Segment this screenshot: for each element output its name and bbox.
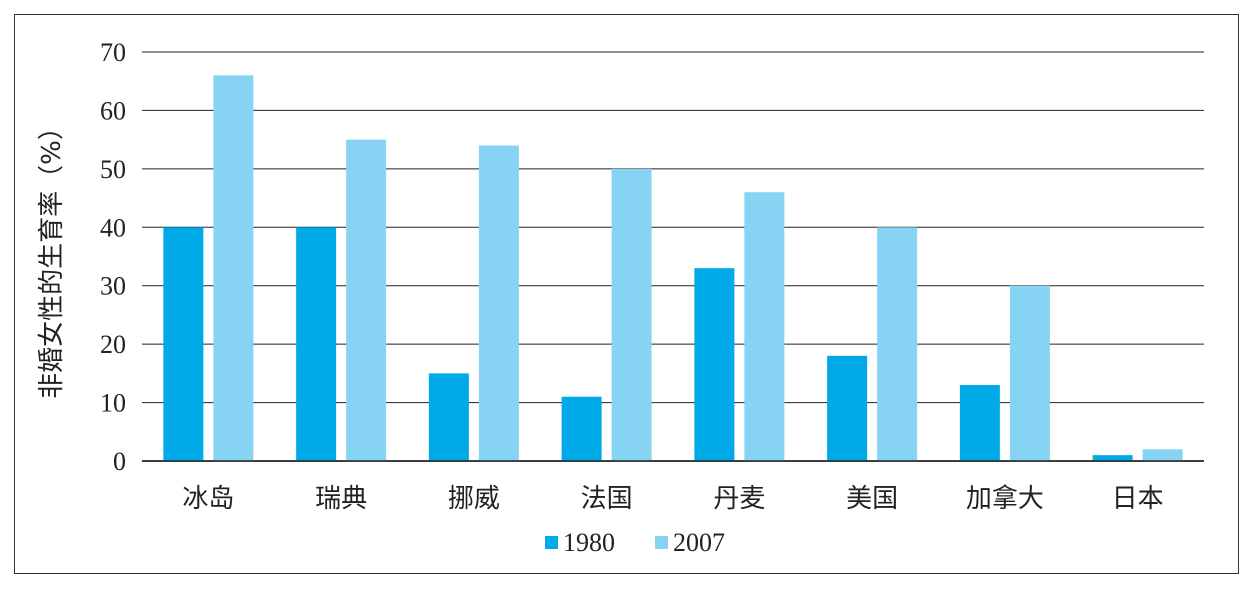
bar-2007-1 (213, 75, 254, 461)
bar-2007-3 (478, 145, 519, 461)
bar-1980-8 (1092, 455, 1133, 461)
y-tick-label: 30 (100, 272, 126, 301)
bar-1980-3 (428, 373, 469, 461)
y-tick-label: 50 (100, 155, 126, 184)
x-category-label: 日本 (1112, 484, 1164, 514)
x-category-label: 冰岛 (182, 484, 234, 514)
bar-2007-8 (1142, 449, 1183, 461)
x-category-label: 美国 (846, 484, 898, 514)
legend-swatch (545, 536, 558, 549)
y-tick-label: 70 (100, 38, 126, 67)
bar-1980-4 (561, 396, 602, 461)
bar-1980-2 (296, 227, 337, 461)
y-tick-label: 60 (100, 96, 126, 125)
y-tick-label: 0 (113, 447, 126, 476)
x-category-label: 加拿大 (966, 484, 1044, 514)
y-axis-title: 非婚女性的生育率（%） (37, 114, 67, 399)
bar-2007-2 (346, 139, 387, 461)
x-category-label: 丹麦 (713, 484, 765, 514)
bar-2007-7 (1009, 285, 1050, 461)
legend: 1980 2007 (545, 528, 725, 557)
bar-2007-5 (744, 192, 785, 461)
category-labels: 冰岛 瑞典 挪威 法国 丹麦 美国 加拿大 日本 (182, 484, 1163, 514)
y-tick-label: 10 (100, 389, 126, 418)
x-category-label: 瑞典 (315, 484, 367, 514)
bar-2007-6 (877, 227, 918, 461)
legend-label: 1980 (563, 528, 615, 557)
x-category-label: 法国 (581, 484, 633, 514)
bar-1980-6 (827, 355, 868, 461)
legend-label: 2007 (673, 528, 725, 557)
x-category-label: 挪威 (448, 484, 500, 514)
bar-1980-7 (959, 385, 1000, 461)
y-tick-label: 20 (100, 330, 126, 359)
y-tick-label: 40 (100, 213, 126, 242)
bar-1980-1 (163, 227, 204, 461)
bar-1980-5 (694, 268, 735, 461)
legend-swatch (655, 536, 668, 549)
legend-item-1980: 1980 (545, 528, 615, 557)
bars (142, 75, 1204, 462)
bar-2007-4 (611, 168, 652, 461)
y-tick-labels: 0 10 20 30 40 50 60 70 (100, 38, 126, 476)
legend-item-2007: 2007 (655, 528, 725, 557)
